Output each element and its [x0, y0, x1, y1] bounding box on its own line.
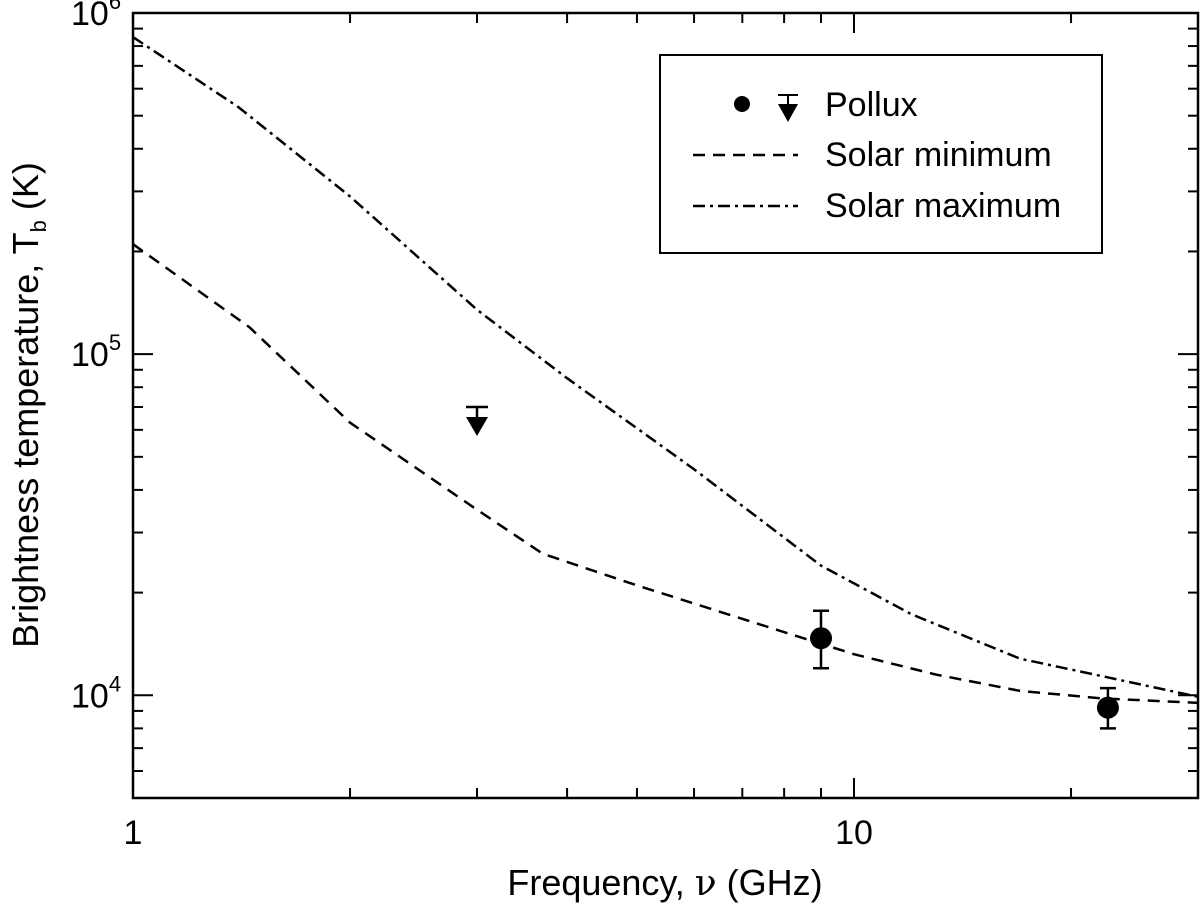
series-line-solar-minimum	[132, 243, 1199, 705]
x-axis-label-symbol: ν	[695, 863, 717, 904]
x-tick-label: 10	[835, 814, 873, 852]
tick-labels: 1 10 104 105 106	[71, 0, 873, 852]
pollux-upper-limit-marker	[466, 416, 489, 436]
legend-marker-circle	[734, 96, 750, 112]
points-layer	[466, 405, 1119, 730]
y-axis-label-subscript: b	[26, 220, 51, 232]
legend-marker-triangle	[778, 104, 798, 122]
y-tick-label: 106	[71, 0, 121, 33]
pollux-data-point	[810, 627, 833, 650]
legend: Pollux Solar minimum Solar maximum	[659, 54, 1103, 254]
legend-label-solar-minimum: Solar minimum	[825, 136, 1052, 174]
y-axis-label: Brightness temperature, Tb (K)	[5, 162, 51, 648]
pollux-data-point	[1096, 696, 1119, 719]
x-axis-label: Frequency, ν (GHz)	[507, 862, 822, 904]
y-tick-label: 105	[71, 330, 121, 374]
series-layer	[132, 36, 1199, 705]
plot-frame	[131, 11, 1200, 800]
series-line-solar-maximum	[132, 36, 1199, 699]
x-tick-label: 1	[124, 814, 143, 852]
legend-label-solar-maximum: Solar maximum	[825, 187, 1061, 225]
axis-ticks	[132, 12, 1199, 799]
y-tick-label: 104	[71, 671, 121, 715]
legend-label-pollux: Pollux	[825, 86, 918, 124]
